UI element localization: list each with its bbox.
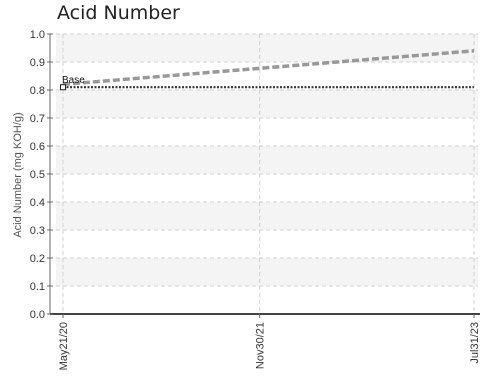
x-tick-label: May21/20 <box>58 322 70 370</box>
y-axis-label: Acid Number (mg KOH/g) <box>12 112 24 237</box>
grid-lines <box>56 33 478 315</box>
base-marker <box>60 84 66 91</box>
y-tick-label: 0.9 <box>30 57 45 69</box>
background-band <box>56 90 478 118</box>
y-tick-label: 0.0 <box>30 309 45 321</box>
background-band <box>56 258 478 286</box>
y-tick-label: 0.6 <box>30 141 45 153</box>
chart-title: Acid Number <box>57 2 180 24</box>
y-tick-label: 1.0 <box>30 29 45 41</box>
y-tick-labels: 0.0 0.1 0.2 0.3 0.4 0.5 0.6 0.7 0.8 0.9 1.0 <box>30 29 45 321</box>
y-tick-label: 0.4 <box>30 197 45 209</box>
background-band <box>56 202 478 230</box>
y-tick-label: 0.5 <box>30 169 45 181</box>
series-line-2 <box>62 49 475 87</box>
base-label: Base <box>62 75 85 86</box>
y-tick-label: 0.3 <box>30 225 45 237</box>
background-band <box>56 146 478 174</box>
y-tick-label: 0.7 <box>30 113 45 125</box>
x-tick-labels: May21/20 Nov30/21 Jul31/23 <box>58 322 481 370</box>
series-lines <box>62 49 475 89</box>
background-band <box>56 34 478 62</box>
y-tick-label: 0.1 <box>30 281 45 293</box>
y-tick-label: 0.8 <box>30 85 45 97</box>
y-tick-label: 0.2 <box>30 253 45 265</box>
x-tick-label: Nov30/21 <box>255 322 267 369</box>
annotations: Base <box>60 75 85 91</box>
plot-background-bands <box>56 34 478 286</box>
x-tick-label: Jul31/23 <box>469 322 481 364</box>
axes <box>47 33 480 318</box>
